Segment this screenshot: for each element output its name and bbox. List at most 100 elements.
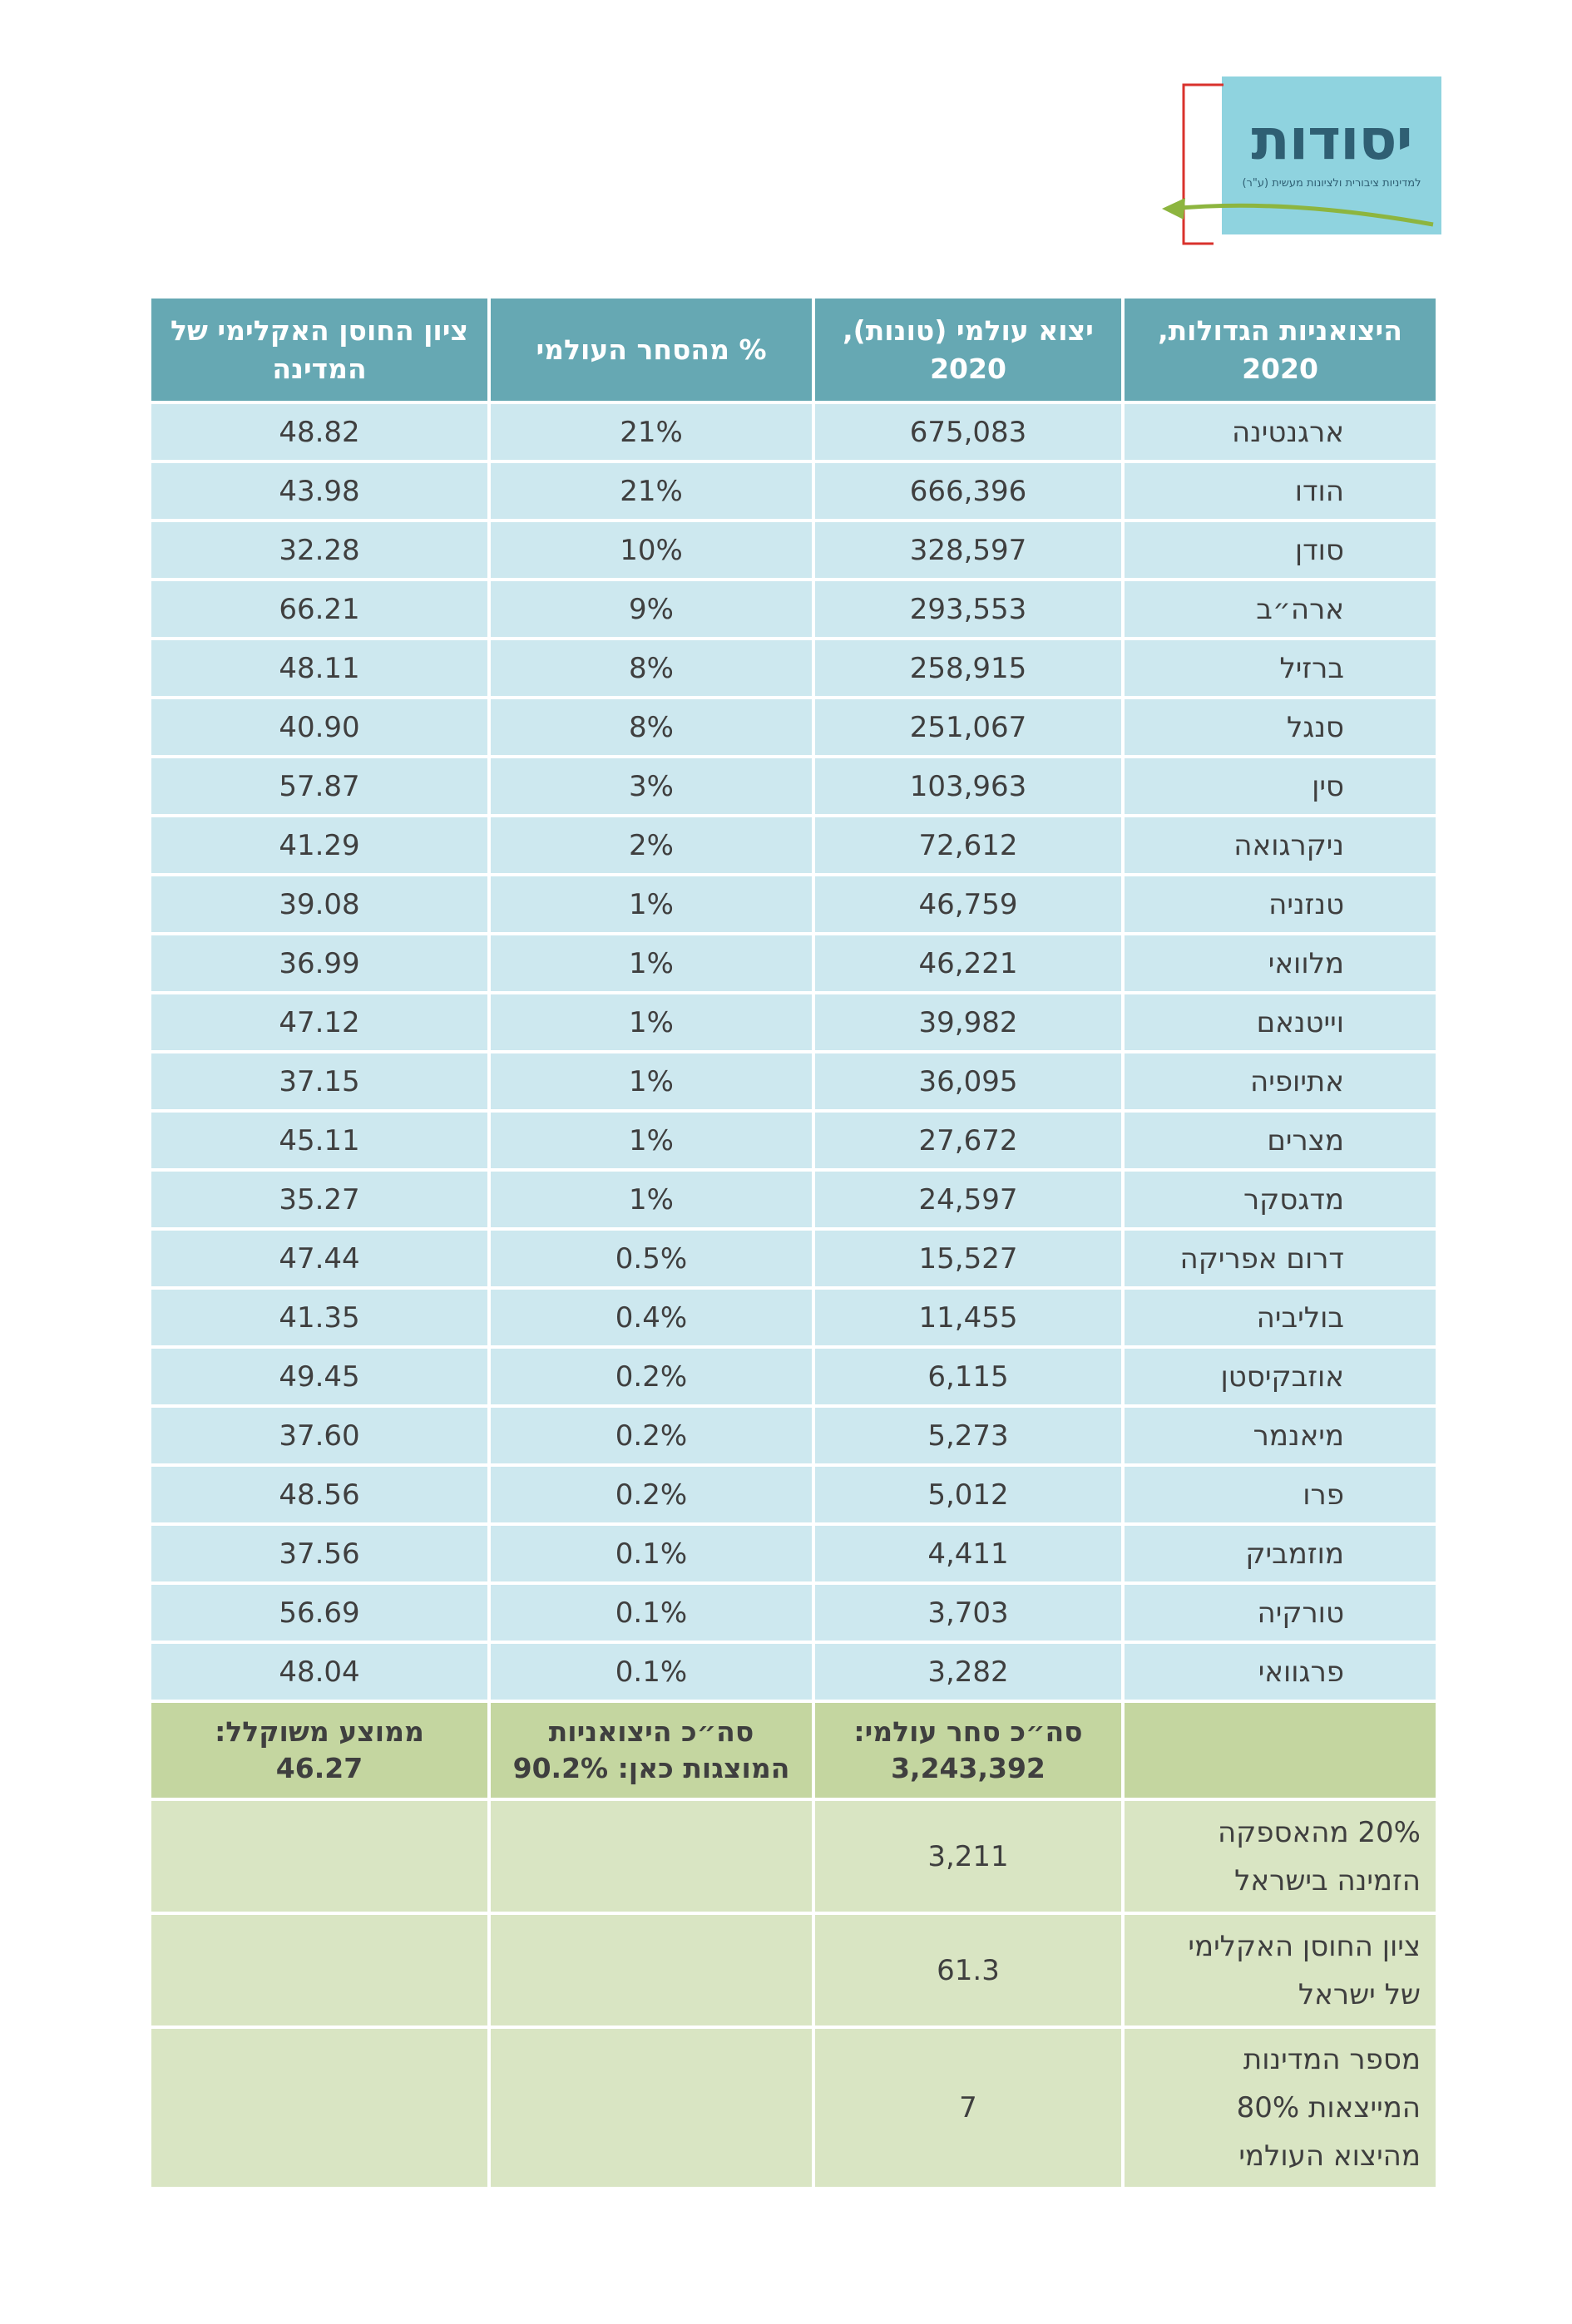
table-row: וייטנאם 39,982 1% 47.12: [148, 991, 1439, 1053]
export-cell: 675,083: [812, 401, 1125, 463]
share-cell: 0.2%: [487, 1463, 815, 1526]
share-cell: 9%: [487, 578, 815, 640]
share-cell: 1%: [487, 1050, 815, 1113]
table-row: ברזיל 258,915 8% 48.11: [148, 637, 1439, 699]
summary-label-line: ציון החוסן האקלימי: [1188, 1929, 1421, 1963]
score-cell: 48.56: [148, 1463, 491, 1526]
table-row: סודן 328,597 10% 32.28: [148, 519, 1439, 581]
export-cell: 46,221: [812, 932, 1125, 994]
table-row: אתיופיה 36,095 1% 37.15: [148, 1050, 1439, 1113]
score-cell: 49.45: [148, 1345, 491, 1408]
table-row: מיאנמר 5,273 0.2% 37.60: [148, 1404, 1439, 1467]
score-cell: 40.90: [148, 696, 491, 758]
totals-country-cell: [1121, 1700, 1439, 1801]
score-cell: 57.87: [148, 755, 491, 817]
export-cell: 328,597: [812, 519, 1125, 581]
table-row: טורקיה 3,703 0.1% 56.69: [148, 1581, 1439, 1644]
country-cell: סין: [1121, 755, 1439, 817]
header-share: % מהסחר העולמי: [487, 295, 815, 404]
score-cell: 56.69: [148, 1581, 491, 1644]
table-row: הודו 666,396 21% 43.98: [148, 460, 1439, 522]
score-cell: 37.56: [148, 1522, 491, 1585]
score-cell: 48.04: [148, 1641, 491, 1703]
table-row: מלוואי 46,221 1% 36.99: [148, 932, 1439, 994]
table-row: ניקרגואה 72,612 2% 41.29: [148, 814, 1439, 876]
totals-score-cell-label: ממוצע משוקלל:: [215, 1715, 424, 1748]
logo-title: יסודות: [1251, 106, 1412, 173]
export-cell: 24,597: [812, 1168, 1125, 1231]
summary-empty-cell: [148, 2025, 491, 2190]
totals-export-cell: סה״כ סחר עולמי: 3,243,392: [812, 1700, 1125, 1801]
export-cell: 293,553: [812, 578, 1125, 640]
summary-label-cell: 20% מהאספקה הזמינה בישראל: [1121, 1798, 1439, 1915]
export-cell: 6,115: [812, 1345, 1125, 1408]
totals-row: סה״כ סחר עולמי: 3,243,392 סה״כ היצואניות המ…: [148, 1700, 1439, 1801]
logo-graphic: [1162, 76, 1441, 245]
score-cell: 37.15: [148, 1050, 491, 1113]
country-cell: טנזניה: [1121, 873, 1439, 935]
table-row: דרום אפריקה 15,527 0.5% 47.44: [148, 1227, 1439, 1290]
score-cell: 66.21: [148, 578, 491, 640]
export-cell: 72,612: [812, 814, 1125, 876]
export-cell: 258,915: [812, 637, 1125, 699]
summary-value-cell: 3,211: [812, 1798, 1125, 1915]
country-cell: דרום אפריקה: [1121, 1227, 1439, 1290]
logo-box: [1222, 76, 1441, 234]
country-cell: פרגוואי: [1121, 1641, 1439, 1703]
country-cell: ארגנטינה: [1121, 401, 1439, 463]
export-cell: 27,672: [812, 1109, 1125, 1172]
export-cell: 666,396: [812, 460, 1125, 522]
totals-share-cell: סה״כ היצואניות המוצגות כאן: 90.2%: [487, 1700, 815, 1801]
share-cell: 0.2%: [487, 1404, 815, 1467]
totals-score-cell-value: 46.27: [275, 1752, 363, 1784]
export-cell: 5,273: [812, 1404, 1125, 1467]
summary-empty-cell: [487, 1912, 815, 2029]
score-cell: 32.28: [148, 519, 491, 581]
table-row: טנזניה 46,759 1% 39.08: [148, 873, 1439, 935]
export-cell: 103,963: [812, 755, 1125, 817]
country-cell: אוזבקיסטן: [1121, 1345, 1439, 1408]
export-cell: 251,067: [812, 696, 1125, 758]
share-cell: 3%: [487, 755, 815, 817]
summary-label-cell: ציון החוסן האקלימי של ישראל: [1121, 1912, 1439, 2029]
score-cell: 47.44: [148, 1227, 491, 1290]
table-row: מוזמביק 4,411 0.1% 37.56: [148, 1522, 1439, 1585]
logo: יסודות למדיניות ציבורית ולציונות מעשית (…: [1160, 73, 1443, 252]
share-cell: 0.5%: [487, 1227, 815, 1290]
export-cell: 4,411: [812, 1522, 1125, 1585]
summary-label-line: מהיצוא העולמי: [1238, 2139, 1421, 2173]
share-cell: 21%: [487, 460, 815, 522]
summary-label-cell: מספר המדינות המייצאות 80% מהיצוא העולמי: [1121, 2025, 1439, 2190]
export-cell: 39,982: [812, 991, 1125, 1053]
share-cell: 8%: [487, 696, 815, 758]
share-cell: 1%: [487, 1109, 815, 1172]
summary-empty-cell: [487, 1798, 815, 1915]
header-export: יצוא עולמי (טונות), 2020: [812, 295, 1125, 404]
share-cell: 2%: [487, 814, 815, 876]
table-header-row: היצואניות הגדולות, 2020 יצוא עולמי (טונו…: [148, 295, 1439, 404]
country-cell: סודן: [1121, 519, 1439, 581]
header-country: היצואניות הגדולות, 2020: [1121, 295, 1439, 404]
summary-label-line: הזמינה בישראל: [1234, 1863, 1421, 1897]
country-cell: אתיופיה: [1121, 1050, 1439, 1113]
totals-export-cell-value: 3,243,392: [891, 1752, 1046, 1784]
country-cell: בוליביה: [1121, 1286, 1439, 1349]
score-cell: 43.98: [148, 460, 491, 522]
summary-row: 20% מהאספקה הזמינה בישראל 3,211: [148, 1798, 1439, 1915]
country-cell: טורקיה: [1121, 1581, 1439, 1644]
share-cell: 0.1%: [487, 1522, 815, 1585]
score-cell: 48.11: [148, 637, 491, 699]
export-cell: 5,012: [812, 1463, 1125, 1526]
share-cell: 1%: [487, 932, 815, 994]
share-cell: 21%: [487, 401, 815, 463]
table-row: אוזבקיסטן 6,115 0.2% 49.45: [148, 1345, 1439, 1408]
table-row: פרו 5,012 0.2% 48.56: [148, 1463, 1439, 1526]
export-cell: 46,759: [812, 873, 1125, 935]
summary-empty-cell: [148, 1798, 491, 1915]
table-row: ארה״ב 293,553 9% 66.21: [148, 578, 1439, 640]
score-cell: 48.82: [148, 401, 491, 463]
country-cell: פרו: [1121, 1463, 1439, 1526]
export-cell: 36,095: [812, 1050, 1125, 1113]
header-score: ציון החוסן האקלימי של המדינה: [148, 295, 491, 404]
share-cell: 10%: [487, 519, 815, 581]
